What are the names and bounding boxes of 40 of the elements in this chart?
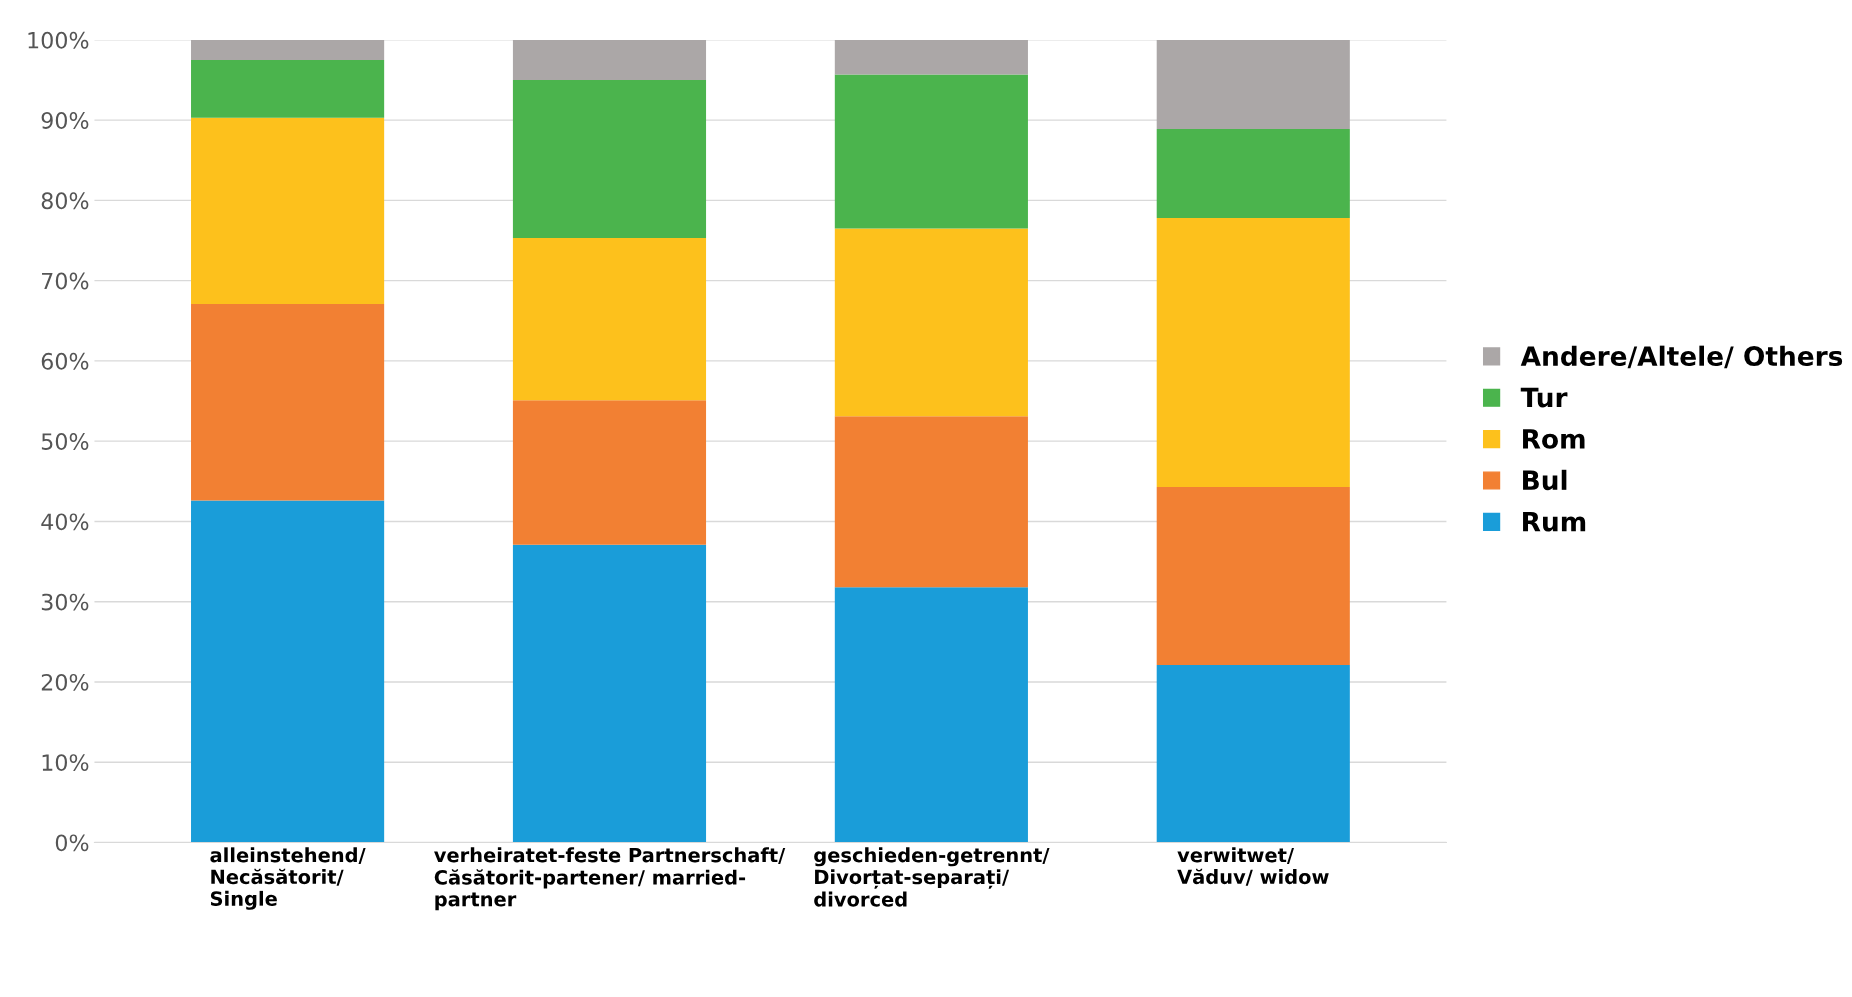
y-tick-label: 20% (41, 673, 89, 691)
bar (1156, 39, 1350, 129)
legend-label: Bul (1523, 469, 1567, 491)
y-tick-label: 100% (28, 31, 89, 49)
bar (512, 39, 707, 81)
bar (512, 80, 707, 239)
y-tick-label: 80% (41, 192, 89, 210)
bar (512, 400, 707, 545)
bar (834, 416, 1028, 588)
x-tick-label: alleinstehend/ Necăsătorit/ Single (210, 847, 366, 910)
x-tick-label: verheiratet-feste Partnerschaft/ Căsătorit-partener/ married- partner (434, 847, 786, 911)
y-tick-label: 0% (55, 834, 89, 852)
bar (191, 39, 385, 60)
bar (1156, 218, 1350, 487)
x-tick-label: verwitwet/ Văduv/ widow (1177, 847, 1329, 886)
bar (512, 238, 707, 401)
y-tick-label: 50% (41, 433, 89, 450)
bar (191, 303, 385, 501)
y-tick-label: 40% (41, 513, 89, 531)
y-tick-label: 10% (42, 754, 89, 771)
bar (191, 500, 385, 843)
y-tick-label: 60% (41, 352, 89, 370)
legend-label: Andere/Altele/ Others (1520, 345, 1843, 369)
y-tick-label: 70% (42, 272, 89, 290)
x-tick-label: geschieden-getrennt/ Divorțat-separați/ divorced (814, 847, 1050, 907)
bar (834, 39, 1028, 75)
legend-label: Rom (1523, 429, 1585, 449)
bar (1156, 128, 1350, 219)
y-tick-label: 90% (41, 112, 89, 129)
bar (834, 587, 1028, 843)
bar (191, 117, 385, 304)
bar (834, 228, 1028, 417)
bar (1156, 665, 1350, 843)
bar (1156, 486, 1350, 666)
y-tick-label: 30% (41, 593, 89, 611)
bar (191, 59, 385, 118)
bar (512, 544, 707, 843)
legend-label: Rum (1523, 511, 1586, 532)
bar (834, 74, 1028, 229)
legend-label: Tur (1520, 387, 1568, 408)
